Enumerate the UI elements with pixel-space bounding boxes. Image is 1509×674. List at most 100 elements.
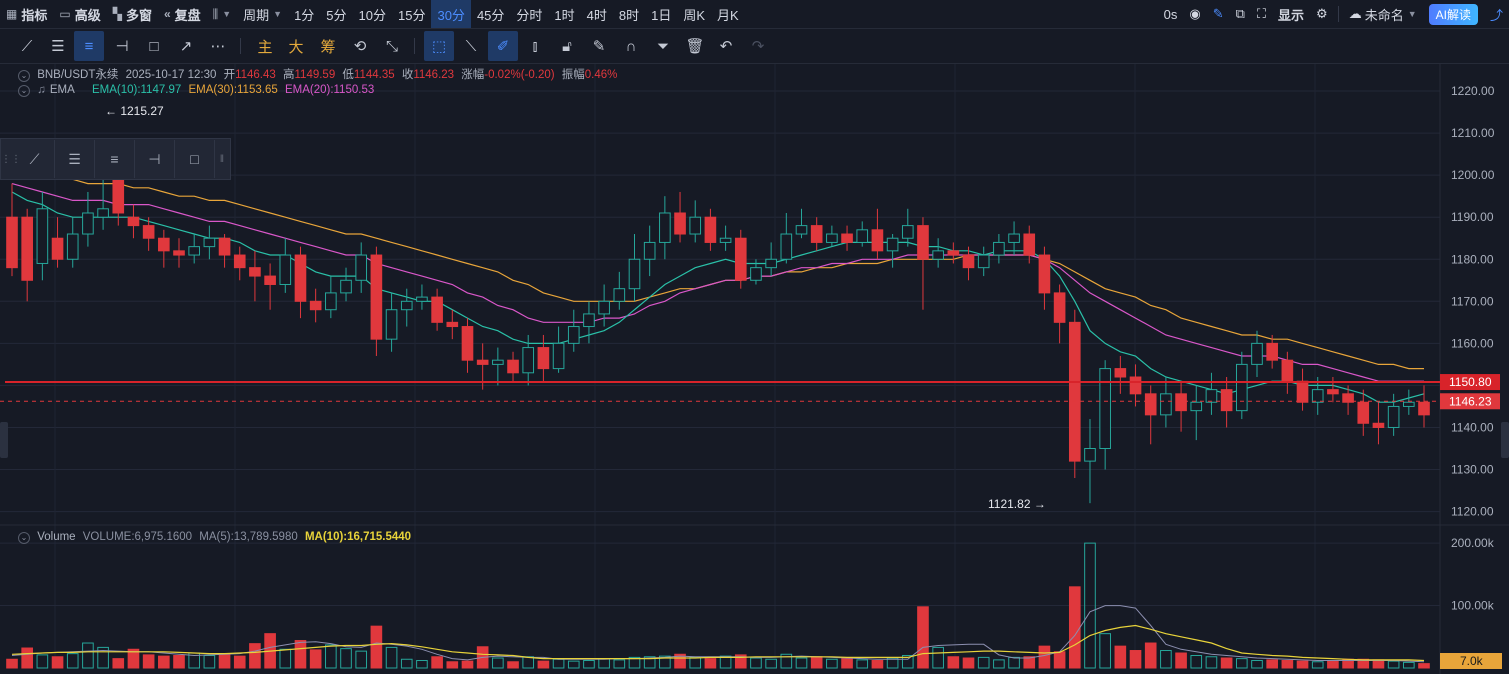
candle-body: [871, 229, 884, 252]
magnet-icon[interactable]: ∩: [625, 37, 637, 55]
candle-body: [598, 300, 610, 315]
ruler-icon[interactable]: ⟍: [465, 37, 477, 55]
camera-icon[interactable]: ◉: [1189, 6, 1201, 21]
price-tick-label: 1130.00: [1451, 463, 1494, 477]
popout-icon[interactable]: ⧉: [1235, 6, 1245, 21]
volume-bar: [977, 656, 990, 669]
candle-body: [917, 225, 929, 260]
main-tool[interactable]: 主: [257, 38, 273, 56]
bell-icon[interactable]: ♫: [37, 84, 46, 96]
interval-12[interactable]: 月K: [717, 7, 739, 23]
rectangle-icon[interactable]: □: [149, 37, 159, 55]
candle-body: [583, 313, 595, 328]
interval-4[interactable]: 30分: [431, 0, 471, 28]
ema10-line: [11, 191, 1425, 403]
volume-bar: [1372, 659, 1385, 669]
filter-icon[interactable]: ⏷: [656, 37, 669, 55]
collapse-icon[interactable]: ⌄: [18, 85, 30, 97]
interval-8[interactable]: 4时: [586, 7, 607, 23]
candle-body: [886, 237, 899, 252]
volume-last-tag: [1440, 653, 1502, 669]
chart-type-button[interactable]: ⫼ ▼: [207, 0, 237, 28]
draw-mode-icon[interactable]: ✐: [488, 31, 518, 61]
trash-icon[interactable]: 🗑︎: [685, 38, 705, 55]
candle-body: [1023, 233, 1036, 256]
parallel-channel-icon[interactable]: ☰: [51, 38, 65, 55]
eraser-line-icon[interactable]: ⤡: [385, 37, 398, 55]
candle-settings-icon[interactable]: ⫾: [532, 37, 538, 55]
volume-bar: [446, 661, 459, 669]
collapse-icon[interactable]: ⌄: [18, 532, 30, 544]
candle-body: [21, 216, 33, 281]
candle-body: [1342, 393, 1354, 403]
horizontal-ray-icon[interactable]: ⊣: [115, 38, 129, 55]
ema30-value: EMA(30):1153.65: [188, 84, 278, 96]
pencil-icon[interactable]: ✎: [1212, 6, 1224, 21]
candle-body: [476, 359, 489, 365]
resize-handle-icon[interactable]: ‖: [219, 153, 225, 165]
candle-body: [370, 254, 383, 340]
volume-bar: [279, 648, 292, 669]
advanced-button[interactable]: ▭ 高级: [59, 7, 101, 23]
price-chart[interactable]: 1220.00 1210.00 1200.00 1190.00 1180.00 1170.…: [0, 64, 1509, 674]
magnet-select-icon[interactable]: ⬚: [424, 31, 454, 61]
big-tool[interactable]: 大: [288, 38, 304, 56]
more-icon[interactable]: ⋯: [210, 38, 226, 55]
horizontal-lines-icon[interactable]: ≡: [74, 31, 104, 61]
ma5-value: MA(5):13,789.5980: [199, 531, 298, 543]
drag-handle-icon[interactable]: ⋮⋮: [1, 153, 21, 165]
right-tools: 0s ◉ ✎ ⧉ ⛶ 显示 ⚙ ☁ 未命名 ▼ AI解读 ⤴: [1158, 0, 1509, 28]
period-dropdown[interactable]: 周期 ▼: [243, 7, 283, 23]
indicators-button[interactable]: ▦ 指标: [6, 7, 48, 23]
replay-button[interactable]: «复盘: [163, 7, 201, 23]
trendline-icon[interactable]: ⟋: [15, 140, 55, 178]
candle-body: [1251, 342, 1263, 365]
interval-6[interactable]: 分时: [516, 7, 543, 23]
display-button[interactable]: 显示: [1278, 7, 1305, 23]
volume-bar: [719, 655, 732, 669]
trendline-icon[interactable]: ⟋: [21, 37, 33, 55]
divider: [240, 38, 241, 54]
parallel-channel-icon[interactable]: ☰: [55, 140, 95, 178]
rectangle-icon[interactable]: □: [175, 140, 215, 178]
interval-2[interactable]: 10分: [358, 7, 386, 23]
right-panel-toggle[interactable]: [1501, 422, 1509, 458]
multiwindow-button[interactable]: ▚ 多窗: [112, 7, 152, 23]
gear-icon[interactable]: ⚙: [1316, 6, 1328, 21]
ai-interpret-button[interactable]: AI解读: [1428, 3, 1478, 25]
volume-bar: [492, 657, 504, 669]
top-toolbar: ▦ 指标 ▭ 高级 ▚ 多窗 «复盘 ⫼ ▼ 周期 ▼ 1分 5分 10分 15分 30分 45分分…: [0, 0, 1509, 29]
open-label: 开: [223, 69, 236, 81]
undo-icon[interactable]: ↶: [719, 38, 733, 55]
share-icon[interactable]: ⤴: [1489, 7, 1503, 23]
volume-bar: [1023, 656, 1036, 669]
interval-9[interactable]: 8时: [618, 7, 640, 23]
sync-icon[interactable]: ⟲: [353, 38, 367, 55]
candle-body: [993, 241, 1005, 256]
volume-bar: [537, 660, 550, 669]
horizontal-lines-icon[interactable]: ≡: [95, 140, 135, 178]
redo-icon[interactable]: ↷: [751, 38, 765, 55]
candle-body: [719, 237, 732, 243]
interval-5[interactable]: 45分: [476, 7, 505, 23]
interval-1[interactable]: 5分: [326, 7, 347, 23]
layout-dropdown[interactable]: ☁ 未命名 ▼: [1348, 6, 1417, 23]
interval-10[interactable]: 1日: [651, 7, 672, 23]
arrow-line-icon[interactable]: ↗: [179, 38, 193, 55]
ma10-line: [11, 624, 1425, 662]
collapse-icon[interactable]: ⌄: [18, 70, 30, 82]
edit-icon[interactable]: ✎: [592, 38, 606, 55]
candles-icon: ⫼: [212, 6, 219, 21]
interval-0[interactable]: 1分: [294, 7, 315, 23]
left-panel-toggle[interactable]: [0, 422, 8, 458]
lock-icon[interactable]: 🔓︎: [562, 37, 572, 55]
interval-3[interactable]: 15分: [398, 7, 426, 23]
horizontal-ray-icon[interactable]: ⊣: [135, 140, 175, 178]
candle-body: [1281, 359, 1294, 382]
candle-body: [461, 326, 474, 361]
interval-7[interactable]: 1时: [554, 7, 575, 23]
interval-11[interactable]: 周K: [683, 7, 706, 23]
ema10-value: EMA(10):1147.97: [91, 84, 182, 96]
fullscreen-icon[interactable]: ⛶: [1256, 6, 1267, 21]
chips-tool[interactable]: 筹: [320, 38, 336, 56]
